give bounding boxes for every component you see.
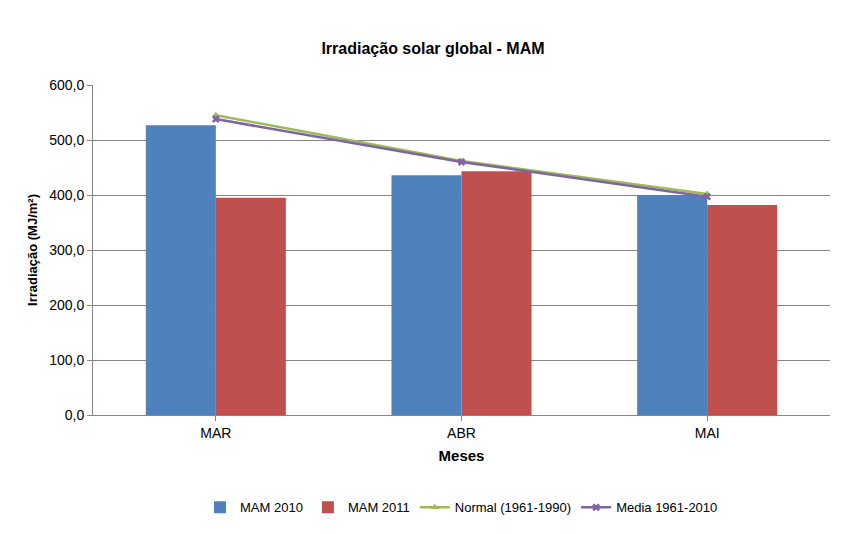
svg-text:MAI: MAI	[695, 425, 720, 441]
svg-text:MAM 2011: MAM 2011	[348, 500, 410, 515]
svg-text:400,0: 400,0	[49, 187, 84, 203]
svg-text:MAM 2010: MAM 2010	[240, 500, 303, 515]
svg-text:Meses: Meses	[439, 447, 485, 464]
svg-text:600,0: 600,0	[49, 77, 84, 93]
svg-text:Normal (1961-1990): Normal (1961-1990)	[455, 500, 571, 515]
svg-text:0,0: 0,0	[65, 407, 85, 423]
svg-text:Media 1961-2010: Media 1961-2010	[616, 500, 717, 515]
svg-text:Irradiação (MJ/m²): Irradiação (MJ/m²)	[25, 194, 40, 306]
svg-text:500,0: 500,0	[49, 132, 84, 148]
svg-text:MAR: MAR	[200, 425, 231, 441]
svg-text:100,0: 100,0	[49, 352, 84, 368]
svg-text:Irradiação solar global - MAM: Irradiação solar global - MAM	[321, 40, 544, 57]
svg-text:300,0: 300,0	[49, 242, 84, 258]
svg-text:200,0: 200,0	[49, 297, 84, 313]
svg-text:ABR: ABR	[447, 425, 476, 441]
